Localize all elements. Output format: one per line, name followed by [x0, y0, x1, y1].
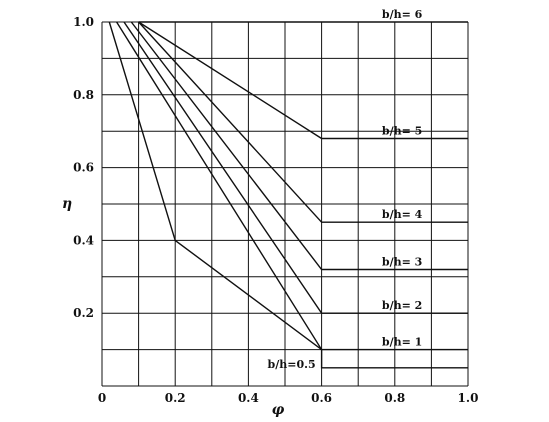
series-line-1 [116, 21, 468, 351]
y-axis-title: η [62, 196, 72, 212]
x-tick-label: 0.4 [238, 391, 259, 405]
y-tick-label: 0.2 [73, 306, 94, 320]
series-label-3: b/h= 3 [382, 256, 422, 269]
x-axis-title: φ [272, 402, 285, 418]
series-label-0: b/h=0.5 [268, 358, 316, 371]
series-label-1: b/h= 1 [382, 336, 422, 349]
series-label-6: b/h= 6 [382, 8, 423, 21]
curves [108, 21, 468, 369]
series-label-5: b/h= 5 [382, 124, 422, 137]
x-tick-label: 0.8 [384, 391, 405, 405]
series-label-4: b/h= 4 [382, 208, 423, 221]
series-labels: b/h=0.5 b/h= 1 b/h= 2 b/h= 3 b/h= 4 b/h= 5 b/h… [268, 8, 423, 371]
x-tick-label: 1.0 [458, 391, 479, 405]
tick-labels: 0 0.2 0.4 0.6 0.8 1.0 0.2 0.4 0.6 0.8 1.0 [73, 15, 478, 405]
series-line-5 [138, 21, 468, 140]
x-tick-label: 0 [98, 391, 106, 405]
series-label-2: b/h= 2 [382, 299, 422, 312]
y-tick-label: 0.8 [73, 88, 94, 102]
y-tick-label: 1.0 [73, 15, 94, 29]
y-tick-label: 0.6 [73, 161, 94, 175]
series-line-0 [108, 21, 468, 369]
series-line-2 [123, 21, 468, 314]
series-line-3 [130, 21, 468, 271]
x-tick-label: 0.6 [311, 391, 332, 405]
y-tick-label: 0.4 [73, 233, 94, 247]
x-tick-label: 0.2 [165, 391, 186, 405]
series-line-4 [138, 21, 468, 223]
grid [101, 21, 469, 387]
